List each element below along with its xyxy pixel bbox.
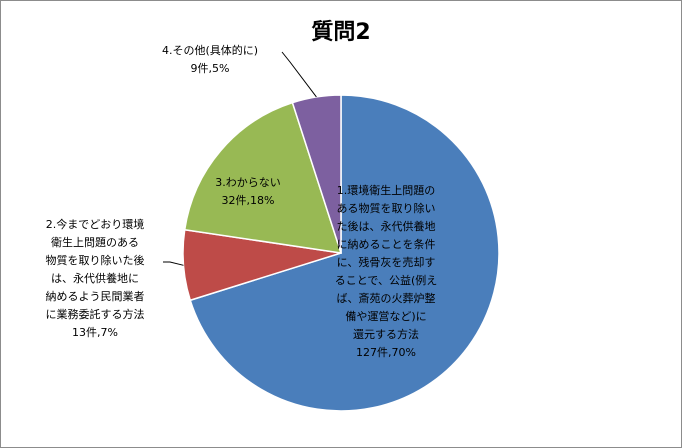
slice-label-line: た後は、永代供養地 bbox=[336, 220, 436, 233]
slice-value-label: 32件,18% bbox=[221, 194, 275, 207]
slice-label-line: 物質を取り除いた後 bbox=[45, 254, 145, 267]
slice-label-line: 1.環境衛生上問題の bbox=[336, 184, 436, 197]
slice-label-3: 3.わからない 32件,18% bbox=[198, 174, 298, 210]
slice-label-line: に、残骨灰を売却す bbox=[336, 256, 436, 269]
slice-label-line: に業務委託する方法 bbox=[45, 308, 145, 321]
slice-label-line: ある物質を取り除い bbox=[336, 202, 436, 215]
leader-line-4 bbox=[281, 51, 317, 98]
slice-label-line: 3.わからない bbox=[215, 176, 281, 189]
pie-slice-3 bbox=[183, 101, 343, 254]
slice-label-2: 2.今までどおり環境 衛生上問題のある 物質を取り除いた後 は、永代供養地に 納めるよう… bbox=[20, 216, 170, 342]
leader-line-2 bbox=[163, 261, 184, 266]
pie-slice-1 bbox=[189, 94, 500, 412]
slice-label-line: ることで、公益(例え bbox=[334, 274, 438, 287]
slice-label-line: ば、斎苑の火葬炉整 bbox=[336, 292, 436, 305]
slice-value-label: 13件,7% bbox=[72, 326, 118, 339]
slice-label-line: は、永代供養地に bbox=[51, 272, 139, 285]
slice-label-line: 還元する方法 bbox=[353, 328, 419, 341]
slice-value-label: 9件,5% bbox=[190, 62, 230, 75]
slice-label-line: に納めることを条件 bbox=[336, 238, 436, 251]
slice-label-1: 1.環境衛生上問題の ある物質を取り除い た後は、永代供養地 に納めることを条件 に、残… bbox=[330, 182, 442, 362]
slice-label-line: 4.その他(具体的に) bbox=[161, 44, 259, 57]
slice-label-line: 備や運営など)に bbox=[345, 310, 427, 323]
slice-label-line: 2.今までどおり環境 bbox=[45, 218, 145, 231]
slice-label-4: 4.その他(具体的に) 9件,5% bbox=[140, 42, 280, 78]
slice-label-line: 衛生上問題のある bbox=[51, 236, 139, 249]
pie-slice-4 bbox=[291, 94, 342, 254]
slice-value-label: 127件,70% bbox=[356, 346, 416, 359]
slice-label-line: 納めるよう民間業者 bbox=[45, 290, 145, 303]
chart-title: 質問2 bbox=[311, 20, 371, 45]
